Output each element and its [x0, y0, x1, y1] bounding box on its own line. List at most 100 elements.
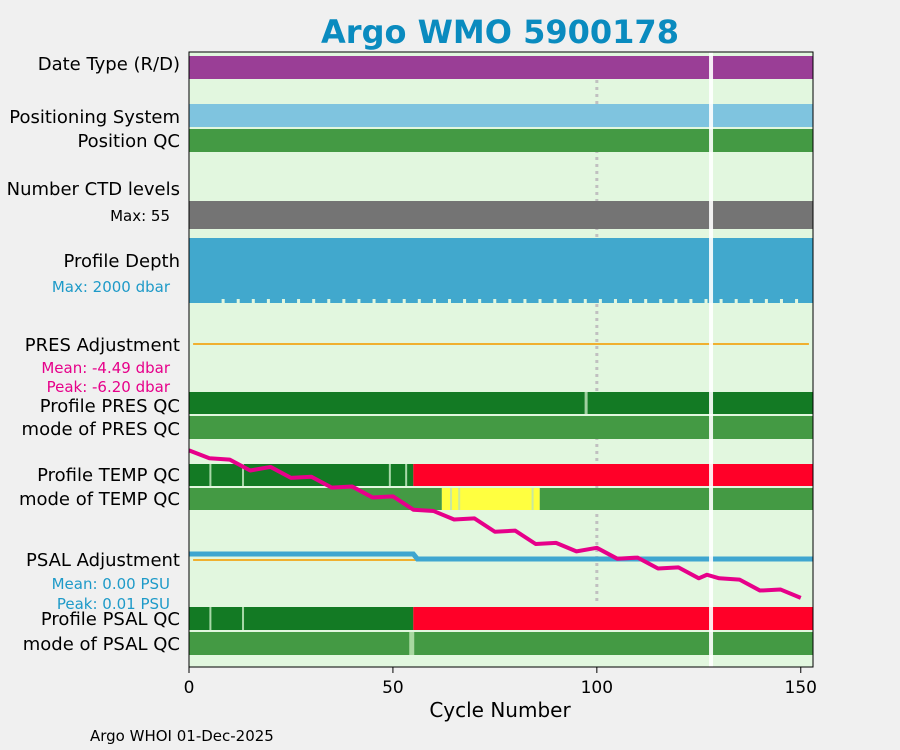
row-info: Mean: 0.00 PSU: [52, 575, 170, 593]
date-type-bar: [189, 56, 813, 79]
profile-depth-notch: [372, 299, 376, 303]
profile-depth-bar: [189, 238, 813, 303]
row-label: mode of PSAL QC: [23, 634, 180, 655]
pres-adjustment-line: [188, 448, 802, 600]
temp-mode-tick: [458, 488, 461, 510]
data-gap-marker: [709, 52, 714, 667]
profile-depth-notch: [432, 299, 436, 303]
row-label: Profile Depth: [63, 251, 180, 272]
profile-depth-notch: [538, 299, 542, 303]
temp-mode-tick: [531, 488, 534, 510]
profile-depth-notch: [553, 299, 557, 303]
profile-depth-notch: [387, 299, 391, 303]
profile-depth-notch: [795, 299, 799, 303]
temp-qc-tick: [388, 464, 391, 486]
mode-temp-qc-segment: [539, 488, 813, 510]
profile-depth-notch: [613, 299, 617, 303]
mode-temp-qc-segment: [189, 488, 442, 510]
profile-depth-notch: [583, 299, 587, 303]
profile-psal-qc-segment: [189, 607, 414, 630]
profile-depth-notch: [417, 299, 421, 303]
pres-qc-tick: [584, 392, 588, 414]
x-tick-label: 0: [184, 678, 195, 698]
profile-depth-notch: [342, 299, 346, 303]
profile-depth-notch: [447, 299, 451, 303]
psal-qc-tick: [242, 607, 245, 630]
profile-depth-notch: [689, 299, 693, 303]
x-axis-label: Cycle Number: [429, 698, 571, 722]
positioning-system-bar: [189, 104, 813, 127]
row-label: Positioning System: [9, 107, 180, 128]
profile-temp-qc-segment: [189, 464, 414, 486]
profile-depth-notch: [478, 299, 482, 303]
profile-temp-qc-segment: [413, 464, 813, 486]
profile-depth-notch: [749, 299, 753, 303]
profile-depth-notch: [629, 299, 633, 303]
ctd-levels-bar: [189, 201, 813, 229]
psal-qc-tick: [209, 607, 212, 630]
profile-depth-notch: [508, 299, 512, 303]
profile-depth-notch: [734, 299, 738, 303]
profile-depth-notch: [281, 299, 285, 303]
row-label: mode of TEMP QC: [19, 489, 180, 510]
position-qc-bar: [189, 129, 813, 152]
profile-depth-notch: [659, 299, 663, 303]
mode-pres-qc-bar: [189, 416, 813, 439]
profile-depth-notch: [493, 299, 497, 303]
psal-adjustment-line: [189, 551, 813, 562]
x-tick-label: 100: [581, 678, 613, 698]
profile-depth-notch: [644, 299, 648, 303]
temp-qc-tick: [242, 464, 245, 486]
row-info: Peak: 0.01 PSU: [57, 595, 170, 613]
profile-depth-notch: [312, 299, 316, 303]
profile-depth-notch: [266, 299, 270, 303]
profile-depth-notch: [779, 299, 783, 303]
row-info: Max: 55: [110, 207, 170, 225]
profile-depth-notch: [221, 299, 225, 303]
plot-frame: [188, 51, 814, 668]
profile-depth-notch: [357, 299, 361, 303]
profile-depth-notch: [402, 299, 406, 303]
temp-qc-tick: [405, 464, 408, 486]
profile-depth-notch: [251, 299, 255, 303]
profile-depth-notch: [463, 299, 467, 303]
profile-depth-notch: [704, 299, 708, 303]
profile-depth-notch: [327, 299, 331, 303]
x-axis: 0 50 100 150: [184, 667, 817, 698]
x-tick-label: 50: [382, 678, 404, 698]
row-label: Profile TEMP QC: [37, 465, 180, 486]
temp-qc-tick: [209, 464, 212, 486]
row-label: Profile PSAL QC: [41, 609, 180, 630]
row-label: Number CTD levels: [7, 179, 180, 200]
profile-depth-notch: [764, 299, 768, 303]
row-label: mode of PRES QC: [22, 419, 180, 440]
mode-temp-qc-segment: [441, 488, 540, 510]
profile-psal-qc-segment: [413, 607, 813, 630]
profile-depth-notch: [236, 299, 240, 303]
row-label: PRES Adjustment: [25, 335, 180, 356]
footer-text: Argo WHOI 01-Dec-2025: [90, 727, 274, 745]
row-label: Profile PRES QC: [40, 396, 180, 417]
plot-background: [189, 52, 813, 667]
profile-depth-notch: [598, 299, 602, 303]
profile-depth-notch: [674, 299, 678, 303]
row-label: Date Type (R/D): [38, 54, 180, 75]
plot-area: [188, 51, 814, 668]
row-labels: Date Type (R/D) Positioning System Positio…: [7, 54, 180, 655]
profile-depth-notch: [719, 299, 723, 303]
row-info: Peak: -6.20 dbar: [47, 378, 171, 396]
row-info: Mean: -4.49 dbar: [41, 359, 171, 377]
profile-pres-qc-bar: [189, 392, 813, 414]
row-label: PSAL Adjustment: [26, 550, 180, 571]
temp-mode-tick: [450, 488, 453, 510]
psal-mode-tick: [409, 632, 415, 655]
mode-psal-qc-bar: [189, 632, 813, 655]
row-label: Position QC: [77, 131, 180, 152]
chart-title: Argo WMO 5900178: [321, 13, 679, 51]
x-tick-label: 150: [785, 678, 817, 698]
profile-depth-notch: [523, 299, 527, 303]
row-info: Max: 2000 dbar: [52, 278, 171, 296]
profile-depth-notch: [568, 299, 572, 303]
profile-depth-notch: [297, 299, 301, 303]
